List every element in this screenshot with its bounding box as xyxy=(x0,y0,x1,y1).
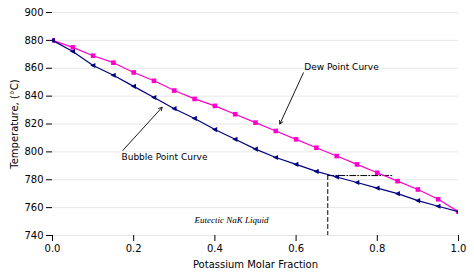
svg-text:860: 860 xyxy=(24,62,43,73)
svg-text:1.0: 1.0 xyxy=(451,243,467,254)
svg-text:740: 740 xyxy=(24,230,43,241)
svg-text:0.8: 0.8 xyxy=(369,243,385,254)
svg-text:880: 880 xyxy=(24,35,43,46)
svg-text:Potassium Molar Fraction: Potassium Molar Fraction xyxy=(193,259,318,270)
svg-text:840: 840 xyxy=(24,90,43,101)
svg-text:820: 820 xyxy=(24,118,43,129)
svg-text:Eutectic NaK Liquid: Eutectic NaK Liquid xyxy=(194,215,269,225)
svg-text:760: 760 xyxy=(24,202,43,213)
svg-text:0.4: 0.4 xyxy=(207,243,223,254)
svg-text:0.2: 0.2 xyxy=(126,243,142,254)
svg-text:800: 800 xyxy=(24,146,43,157)
svg-text:0.6: 0.6 xyxy=(288,243,304,254)
svg-text:Bubble Point Curve: Bubble Point Curve xyxy=(122,152,208,162)
svg-text:Temperature, (°C): Temperature, (°C) xyxy=(9,79,20,170)
svg-text:780: 780 xyxy=(24,174,43,185)
svg-text:Dew Point Curve: Dew Point Curve xyxy=(304,62,379,72)
svg-text:0.0: 0.0 xyxy=(45,243,61,254)
svg-text:900: 900 xyxy=(24,7,43,18)
